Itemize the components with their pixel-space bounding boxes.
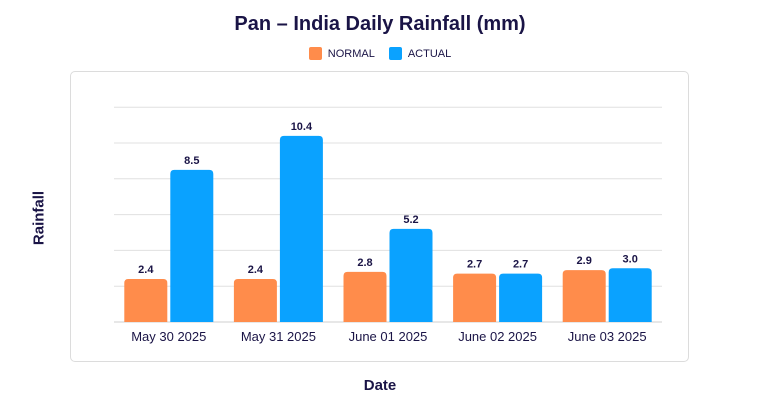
legend-label-normal: NORMAL [327, 47, 375, 60]
x-tick-label: June 03 2025 [568, 329, 647, 344]
x-tick-label: June 02 2025 [458, 329, 537, 344]
bar-actual[interactable] [279, 135, 323, 322]
bar-actual[interactable] [499, 273, 543, 322]
bar-normal[interactable] [343, 271, 387, 322]
x-tick-label: May 31 2025 [241, 329, 316, 344]
legend-swatch-normal [308, 47, 322, 60]
x-tick-label: June 01 2025 [349, 329, 428, 344]
legend-label-actual: ACTUAL [407, 47, 452, 60]
data-label-actual: 10.4 [291, 121, 313, 133]
data-label-actual: 3.0 [623, 253, 638, 265]
data-label-actual: 2.7 [513, 259, 528, 271]
bar-actual[interactable] [608, 268, 652, 322]
x-axis-label: Date [363, 377, 397, 394]
chart-title: Pan – India Daily Rainfall (mm) [234, 13, 526, 35]
data-label-normal: 2.8 [357, 257, 372, 269]
x-tick-label: May 30 2025 [131, 329, 206, 344]
data-label-actual: 8.5 [184, 155, 199, 167]
bar-normal[interactable] [453, 273, 497, 322]
data-label-normal: 2.9 [577, 255, 592, 267]
bar-actual[interactable] [170, 169, 214, 322]
data-label-actual: 5.2 [403, 214, 418, 226]
bar-actual[interactable] [389, 228, 433, 322]
data-label-normal: 2.7 [467, 259, 482, 271]
legend-item-normal[interactable]: NORMAL [308, 47, 375, 60]
legend-item-actual[interactable]: ACTUAL [388, 47, 452, 60]
bar-normal[interactable] [233, 279, 277, 322]
data-label-normal: 2.4 [248, 264, 264, 276]
legend-swatch-actual [388, 47, 402, 60]
bar-normal[interactable] [562, 270, 606, 322]
data-label-normal: 2.4 [138, 264, 154, 276]
bar-normal[interactable] [124, 279, 168, 322]
legend: NORMAL ACTUAL [0, 47, 760, 60]
